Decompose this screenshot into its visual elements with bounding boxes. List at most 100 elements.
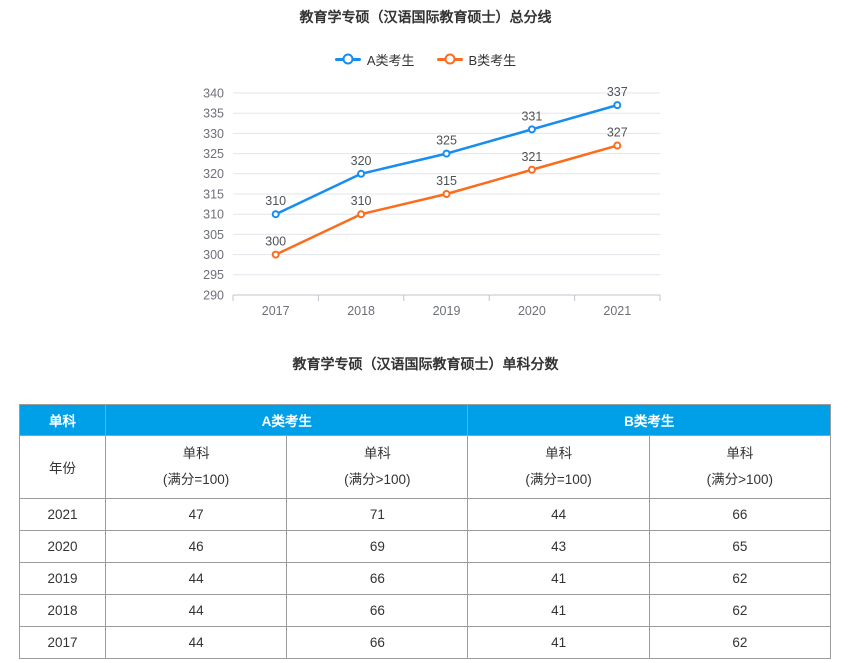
data-point xyxy=(613,101,622,110)
data-point xyxy=(271,250,280,259)
table-row: 2019 44 66 41 62 xyxy=(19,562,832,595)
year-cell: 2019 xyxy=(19,562,106,595)
legend-label-b: B类考生 xyxy=(468,52,517,68)
header-cell-a-full100: 单科 (满分=100) xyxy=(104,435,288,499)
header-cell-group-b: B类考生 xyxy=(467,404,831,436)
table-header-sub-row: 年份 单科 (满分=100) 单科 (满分>100) 单科 (满分=100) 单… xyxy=(19,435,832,499)
legend-line-marker-a xyxy=(334,53,361,65)
subheader-line2: (满分>100) xyxy=(706,472,774,487)
score-cell: 44 xyxy=(104,594,288,627)
subheader-line2: (满分=100) xyxy=(525,472,592,487)
header-cell-year: 年份 xyxy=(19,435,106,499)
legend-ring-icon-b xyxy=(444,53,455,65)
data-label: 310 xyxy=(351,194,372,208)
data-point xyxy=(271,210,280,219)
score-cell: 46 xyxy=(104,530,288,563)
data-label: 325 xyxy=(436,134,457,148)
legend-item-a[interactable]: A类考生 xyxy=(334,50,415,69)
subheader-line1: 单科 xyxy=(363,446,391,461)
x-tick-label: 2021 xyxy=(603,304,631,318)
series-line xyxy=(274,144,619,256)
data-point xyxy=(527,125,536,134)
y-tick-label: 335 xyxy=(203,107,224,121)
y-tick-label: 315 xyxy=(203,187,224,201)
subheader-line1: 单科 xyxy=(182,446,210,461)
score-cell: 43 xyxy=(467,530,650,563)
y-tick-label: 300 xyxy=(203,248,224,262)
subheader-line1: 单科 xyxy=(726,446,754,461)
header-cell-danke: 单科 xyxy=(19,404,106,436)
data-point xyxy=(442,190,451,198)
legend-label-a: A类考生 xyxy=(366,52,415,68)
header-cell-group-a: A类考生 xyxy=(104,404,469,436)
subheader-line1: 单科 xyxy=(545,446,573,461)
table-row: 2018 44 66 41 62 xyxy=(19,594,832,627)
table-row: 2020 46 69 43 65 xyxy=(19,530,832,563)
score-cell: 71 xyxy=(286,498,469,531)
score-cell: 44 xyxy=(104,562,288,595)
legend-line-marker-b xyxy=(436,53,463,65)
year-cell: 2020 xyxy=(19,530,106,563)
y-tick-label: 305 xyxy=(203,228,224,242)
score-cell: 41 xyxy=(467,594,650,627)
score-cell: 66 xyxy=(286,626,469,659)
total-score-line-chart: 290 295 300 305 310 315 320 325 330 335 340 2017 201… xyxy=(0,81,851,332)
table-title: 教育学专硕（汉语国际教育硕士）单科分数 xyxy=(292,356,559,372)
line-chart-svg: 290 295 300 305 310 315 320 325 330 335 340 2017 201… xyxy=(203,85,661,318)
header-cell-b-full100: 单科 (满分=100) xyxy=(467,435,650,499)
data-point xyxy=(442,149,451,158)
y-tick-label: 330 xyxy=(203,127,224,141)
data-label: 300 xyxy=(265,235,286,249)
data-point xyxy=(527,165,536,174)
data-label: 321 xyxy=(521,150,542,164)
scores-table: 单科 A类考生 B类考生 年份 单科 (满分=100) 单科 (满分>100) … xyxy=(19,404,832,659)
data-point xyxy=(357,210,366,219)
y-tick-label: 340 xyxy=(203,86,224,100)
score-cell: 47 xyxy=(104,498,288,531)
data-point xyxy=(613,141,622,150)
score-cell: 44 xyxy=(467,498,650,531)
subheader-line2: (满分=100) xyxy=(162,472,230,487)
year-cell: 2017 xyxy=(19,626,106,659)
y-tick-label: 320 xyxy=(203,167,224,181)
data-label: 337 xyxy=(607,85,628,99)
x-tick-label: 2018 xyxy=(347,304,375,318)
legend-ring-icon-a xyxy=(342,53,354,65)
score-cell: 65 xyxy=(648,530,832,563)
x-tick-label: 2019 xyxy=(433,304,461,318)
year-cell: 2021 xyxy=(19,498,106,531)
score-cell: 66 xyxy=(286,562,469,595)
header-cell-b-over100: 单科 (满分>100) xyxy=(648,435,832,499)
data-label: 315 xyxy=(436,174,457,188)
score-cell: 41 xyxy=(467,562,650,595)
y-tick-label: 310 xyxy=(203,208,224,222)
year-cell: 2018 xyxy=(19,594,106,627)
score-cell: 66 xyxy=(286,594,469,627)
score-cell: 62 xyxy=(648,594,832,627)
x-tick-label: 2020 xyxy=(518,304,546,318)
score-cell: 44 xyxy=(104,626,288,659)
y-tick-label: 325 xyxy=(203,147,224,161)
chart-legend: A类考生 B类考生 xyxy=(0,50,851,69)
data-point xyxy=(357,169,366,178)
table-row: 2017 44 66 41 62 xyxy=(19,626,832,659)
score-cell: 62 xyxy=(648,562,832,595)
header-cell-a-over100: 单科 (满分>100) xyxy=(286,435,469,499)
score-cell: 62 xyxy=(648,626,832,659)
subheader-line2: (满分>100) xyxy=(344,472,411,487)
table-header-group-row: 单科 A类考生 B类考生 xyxy=(19,404,831,436)
table-row: 2021 47 71 44 66 xyxy=(19,498,832,531)
data-label: 310 xyxy=(265,194,286,208)
data-label: 320 xyxy=(351,154,372,168)
y-tick-label: 295 xyxy=(203,268,224,282)
x-tick-label: 2017 xyxy=(262,304,290,318)
legend-item-b[interactable]: B类考生 xyxy=(436,50,517,69)
score-cell: 41 xyxy=(467,626,650,659)
score-cell: 66 xyxy=(648,498,832,531)
score-cell: 69 xyxy=(286,530,469,563)
y-tick-label: 290 xyxy=(203,288,224,302)
data-label: 327 xyxy=(607,126,628,140)
data-label: 331 xyxy=(521,109,542,123)
chart-title: 教育学专硕（汉语国际教育硕士）总分线 xyxy=(299,9,552,25)
